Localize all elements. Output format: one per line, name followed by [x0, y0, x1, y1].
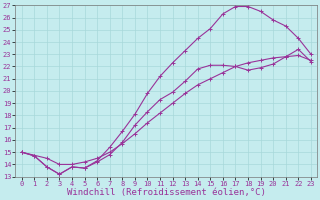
X-axis label: Windchill (Refroidissement éolien,°C): Windchill (Refroidissement éolien,°C): [67, 188, 266, 197]
